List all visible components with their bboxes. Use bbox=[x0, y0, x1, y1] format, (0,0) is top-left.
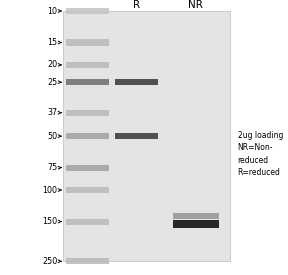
Bar bbox=[66, 110, 109, 116]
Bar bbox=[173, 220, 219, 228]
Text: 10: 10 bbox=[48, 7, 58, 15]
Text: 250: 250 bbox=[42, 257, 58, 266]
Bar bbox=[66, 219, 109, 225]
Bar bbox=[63, 11, 230, 261]
Bar bbox=[66, 8, 109, 14]
Bar bbox=[66, 133, 109, 139]
Bar bbox=[66, 79, 109, 85]
Bar bbox=[115, 79, 158, 85]
Bar bbox=[115, 133, 158, 139]
Text: 20: 20 bbox=[48, 60, 58, 69]
Bar bbox=[66, 258, 109, 264]
Text: 15: 15 bbox=[48, 38, 58, 47]
Text: 37: 37 bbox=[48, 108, 58, 117]
Bar bbox=[66, 62, 109, 68]
Bar bbox=[66, 165, 109, 171]
Text: NR: NR bbox=[188, 0, 203, 10]
Text: 75: 75 bbox=[47, 163, 58, 172]
Text: 150: 150 bbox=[42, 217, 58, 226]
Text: 50: 50 bbox=[48, 132, 58, 141]
Text: R: R bbox=[133, 0, 140, 10]
Bar bbox=[173, 213, 219, 219]
Text: 2ug loading
NR=Non-
reduced
R=reduced: 2ug loading NR=Non- reduced R=reduced bbox=[238, 131, 283, 177]
Bar bbox=[66, 187, 109, 193]
Text: 100: 100 bbox=[43, 186, 58, 194]
Bar bbox=[66, 40, 109, 46]
Text: 25: 25 bbox=[47, 78, 58, 87]
